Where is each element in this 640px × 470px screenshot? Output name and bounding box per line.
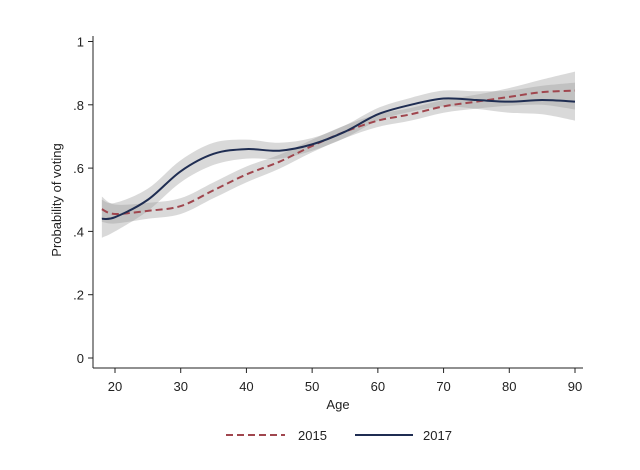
x-tick-label: 20 — [108, 379, 122, 394]
y-tick-label: 0 — [77, 351, 84, 366]
x-tick-label: 70 — [436, 379, 450, 394]
y-tick-label: .8 — [73, 98, 84, 113]
confidence-band-2015 — [101, 71, 575, 224]
series-line-2017 — [101, 97, 576, 221]
y-axis-label: Probability of voting — [49, 143, 64, 256]
y-tick-label: .2 — [73, 288, 84, 303]
x-axis-label: Age — [326, 397, 349, 412]
legend-label-2017: 2017 — [423, 428, 452, 443]
y-tick-label: .4 — [73, 224, 84, 239]
x-tick-label: 50 — [305, 379, 319, 394]
x-tick-label: 30 — [173, 379, 187, 394]
x-tick-label: 60 — [371, 379, 385, 394]
y-tick-label: .6 — [73, 161, 84, 176]
x-tick-label: 80 — [502, 379, 516, 394]
confidence-band-2017 — [101, 82, 575, 238]
x-tick-label: 90 — [568, 379, 582, 394]
x-tick-label: 40 — [239, 379, 253, 394]
y-tick-label: 1 — [77, 35, 84, 50]
legend-label-2015: 2015 — [298, 428, 327, 443]
